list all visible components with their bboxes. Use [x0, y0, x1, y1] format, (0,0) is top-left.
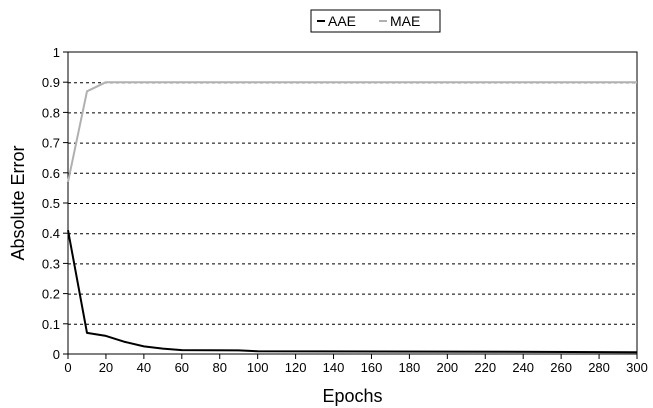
x-tick-label: 220: [474, 360, 496, 375]
y-tick-label: 0.2: [42, 287, 60, 302]
x-tick-label: 100: [247, 360, 269, 375]
x-tick-label: 60: [175, 360, 189, 375]
x-tick-label: 0: [64, 360, 71, 375]
series-line-mae: [67, 81, 637, 183]
y-tick-label: 0: [53, 347, 60, 362]
series-layer: [67, 81, 638, 354]
y-tick-label: 1: [53, 45, 60, 60]
x-tick-label: 300: [626, 360, 648, 375]
y-tick-label: 0.1: [42, 317, 60, 332]
x-axis-ticks: 0 20 40 60 80 100 120 140 160 180 200 220 240 260 280 3…: [64, 354, 648, 375]
x-tick-label: 240: [512, 360, 534, 375]
x-tick-label: 260: [550, 360, 572, 375]
y-tick-label: 0.6: [42, 166, 60, 181]
grid-lines: [68, 82, 637, 325]
y-tick-label: 0.4: [42, 226, 60, 241]
y-axis-ticks: 0 0.1 0.2 0.3 0.4 0.5 0.6 0.7 0.8 0.9 1: [42, 45, 68, 362]
x-tick-label: 280: [588, 360, 610, 375]
y-tick-label: 0.9: [42, 75, 60, 90]
x-tick-label: 140: [323, 360, 345, 375]
x-tick-label: 160: [361, 360, 383, 375]
legend-box: [310, 9, 441, 33]
y-tick-label: 0.3: [42, 256, 60, 271]
y-tick-label: 0.8: [42, 105, 60, 120]
legend-label-aae: AAE: [328, 13, 356, 29]
y-tick-label: 0.5: [42, 196, 60, 211]
y-tick-label: 0.7: [42, 136, 60, 151]
series-line-aae: [67, 230, 638, 354]
y-axis-title: Absolute Error: [8, 145, 28, 260]
x-axis-title: Epochs: [322, 386, 382, 406]
x-tick-label: 20: [99, 360, 113, 375]
x-tick-label: 80: [212, 360, 226, 375]
legend-label-mae: MAE: [390, 13, 420, 29]
legend: AAE MAE: [310, 9, 441, 33]
x-tick-label: 40: [137, 360, 151, 375]
x-tick-label: 180: [399, 360, 421, 375]
x-tick-label: 120: [285, 360, 307, 375]
x-tick-label: 200: [436, 360, 458, 375]
